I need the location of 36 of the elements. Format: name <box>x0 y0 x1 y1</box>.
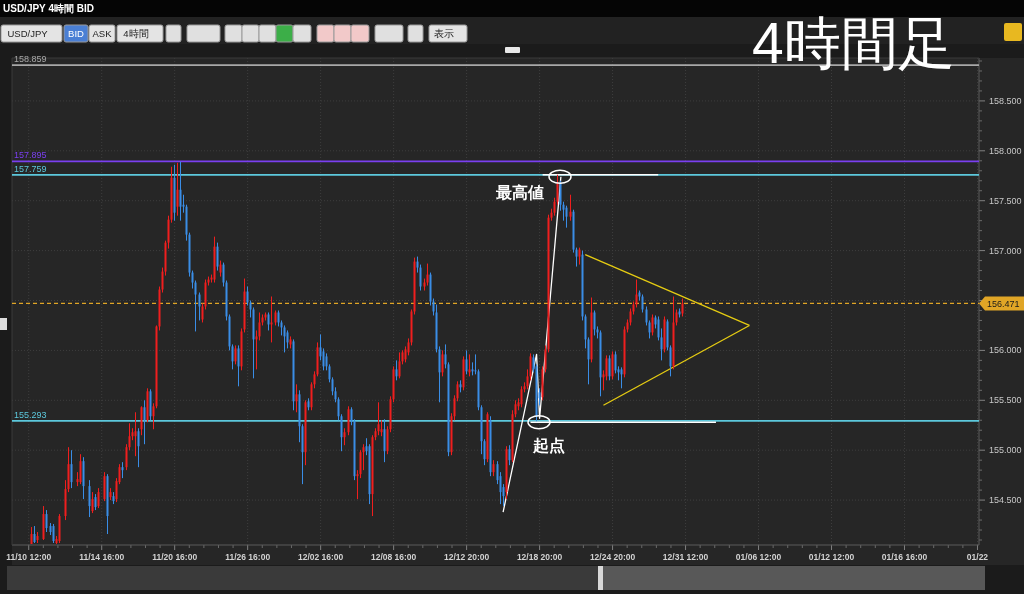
x-tick-label: 01/22 <box>966 552 989 562</box>
x-tick-label: 11/20 16:00 <box>152 552 198 562</box>
ref-line-label: 157.895 <box>14 150 47 161</box>
x-tick-label: 01/16 16:00 <box>881 552 928 562</box>
annotation: 最高値 <box>495 182 544 201</box>
x-tick-label: 12/12 20:00 <box>443 552 490 562</box>
ref-line-label: 156.471 <box>987 298 1020 309</box>
y-tick-label: 157.500 <box>989 195 1022 206</box>
y-tick-label: 154.500 <box>989 495 1022 506</box>
text: ASK <box>92 28 113 39</box>
x-tick-label: 11/26 16:00 <box>225 552 271 562</box>
ref-line-label: 158.859 <box>14 54 47 65</box>
chart-subtitle: 4時間足 <box>752 11 955 75</box>
text: 表示 <box>434 28 454 39</box>
x-tick-label: 01/06 12:00 <box>735 552 782 562</box>
ref-line-label: 157.759 <box>14 163 47 174</box>
ref-line-label: 155.293 <box>14 409 47 420</box>
annotation: 起点 <box>532 437 565 456</box>
text: 4時間 <box>123 28 149 39</box>
y-tick-label: 158.000 <box>989 145 1022 156</box>
text: USD/JPY <box>7 28 49 39</box>
x-tick-label: 11/14 16:00 <box>79 552 125 562</box>
x-tick-label: 12/31 12:00 <box>662 552 709 562</box>
x-tick-label: 12/02 16:00 <box>297 552 344 562</box>
x-tick-label: 12/08 16:00 <box>370 552 417 562</box>
text: BID <box>68 28 85 39</box>
x-tick-label: 12/24 20:00 <box>589 552 636 562</box>
chart-title: USD/JPY 4時間 BID <box>3 3 94 14</box>
x-tick-label: 11/10 12:00 <box>6 552 52 562</box>
x-tick-label: 12/18 20:00 <box>516 552 563 562</box>
y-tick-label: 156.000 <box>989 345 1022 356</box>
y-tick-label: 155.500 <box>989 395 1022 406</box>
y-tick-label: 155.000 <box>989 445 1022 456</box>
y-tick-label: 157.000 <box>989 245 1022 256</box>
y-tick-label: 158.500 <box>989 95 1022 106</box>
x-tick-label: 01/12 12:00 <box>808 552 855 562</box>
